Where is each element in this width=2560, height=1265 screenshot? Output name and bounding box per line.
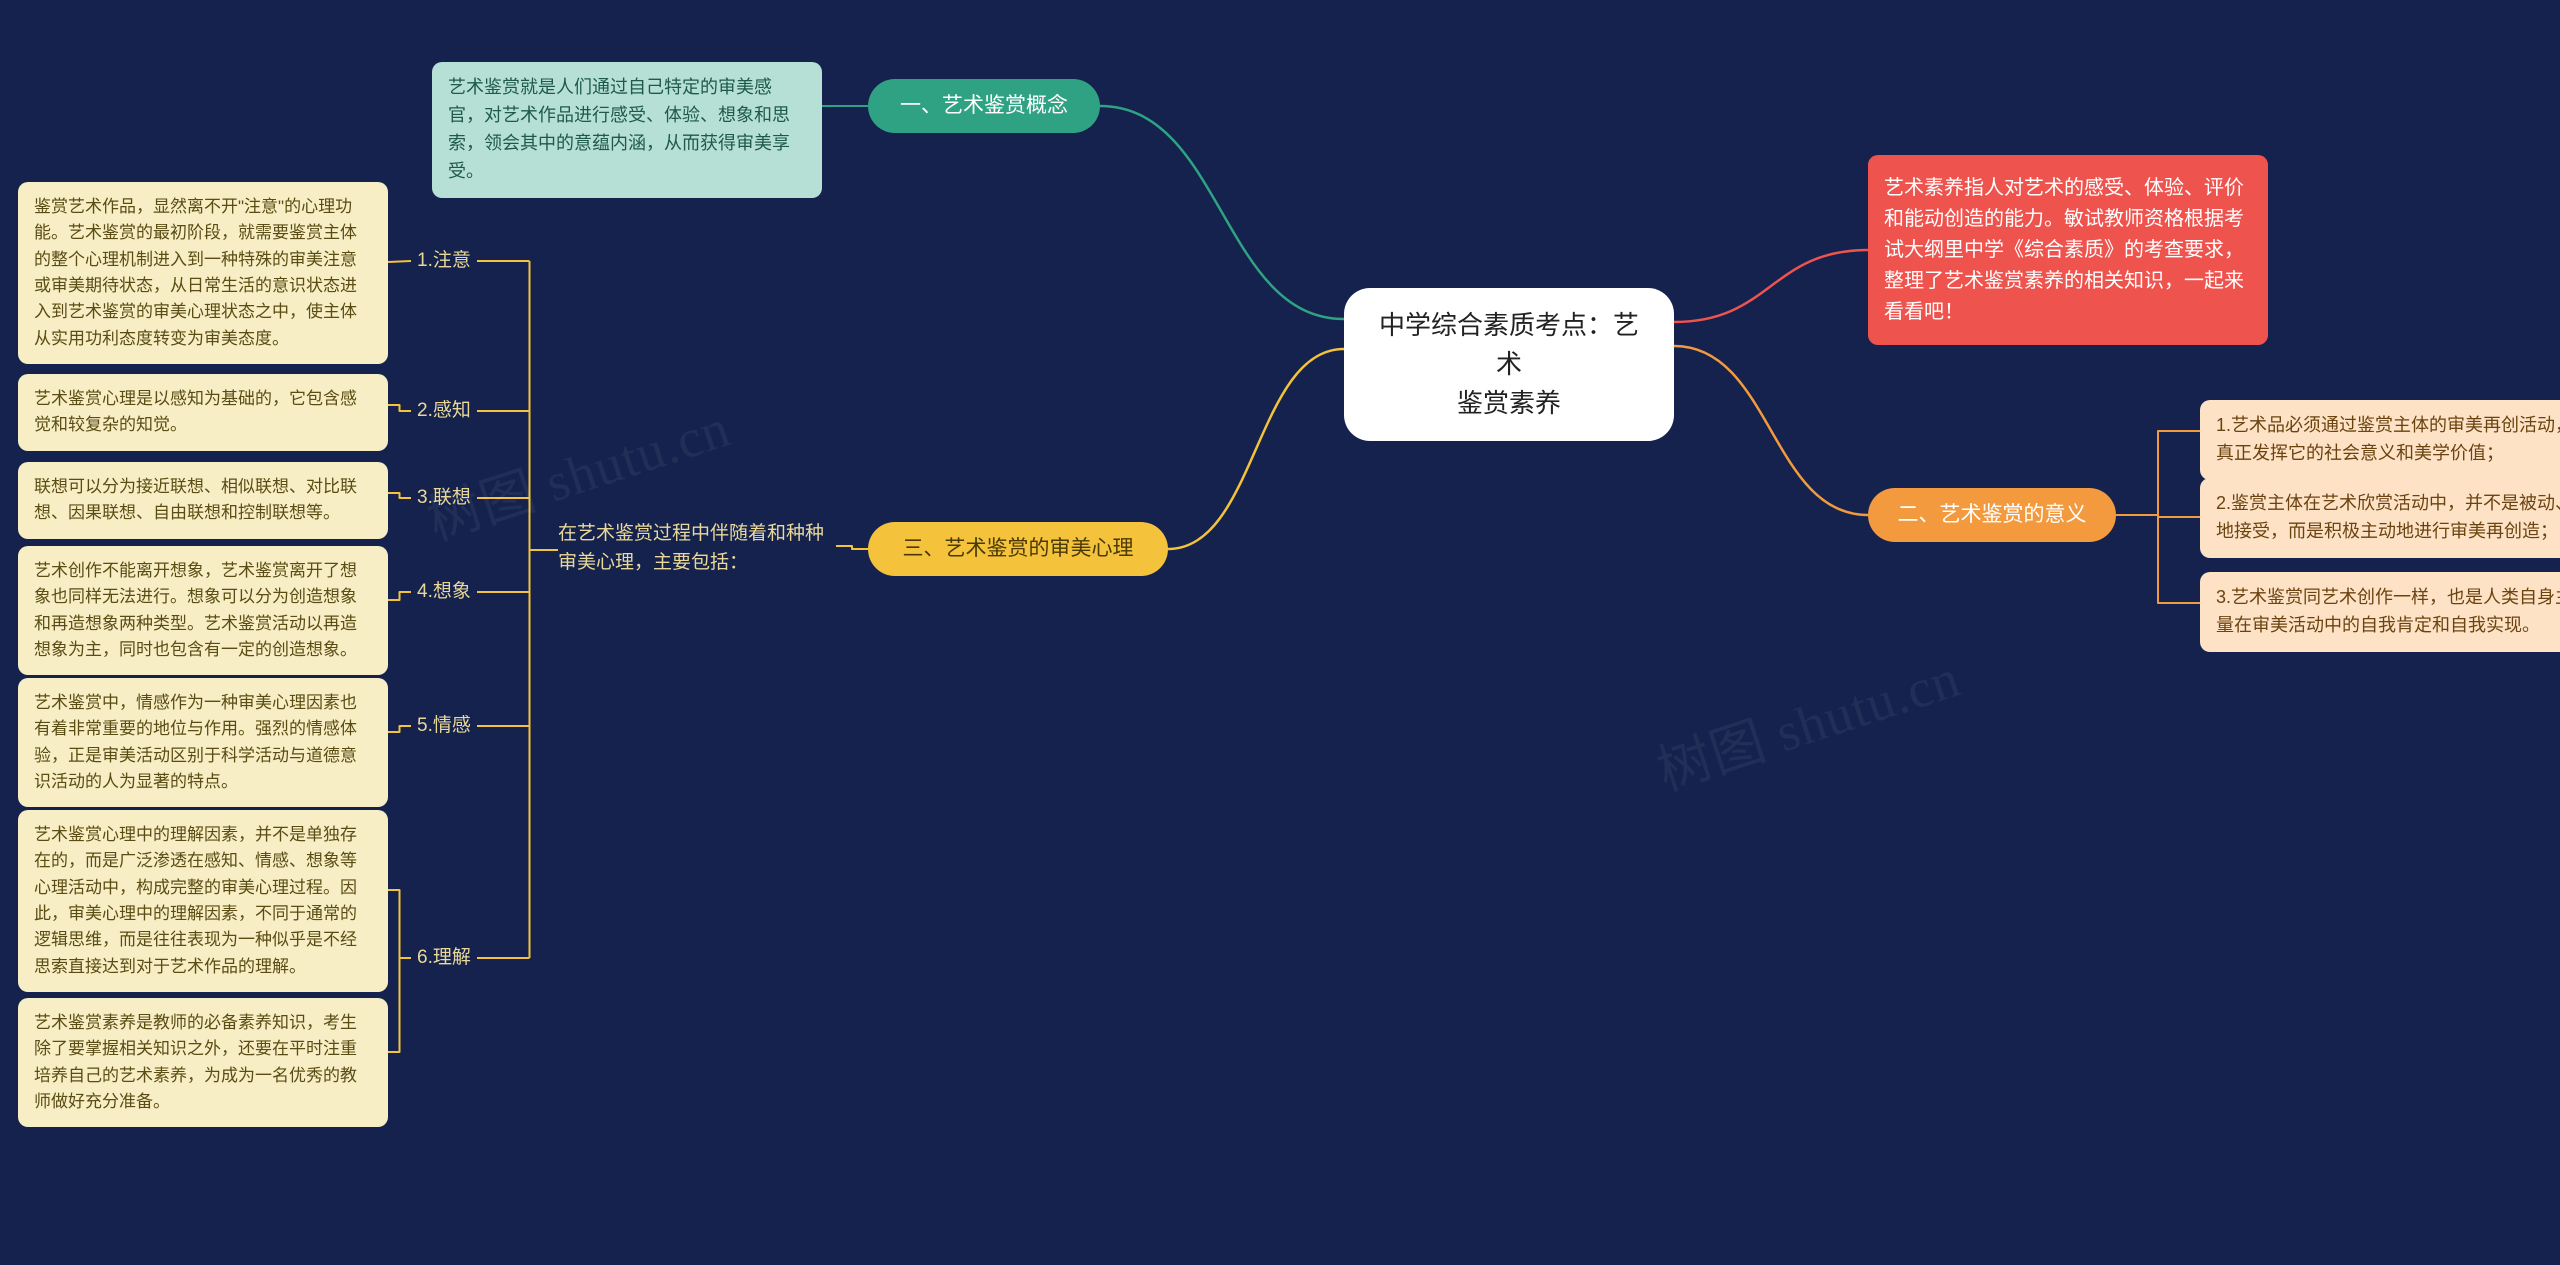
branch3-item-box: 艺术鉴赏中，情感作为一种审美心理因素也有着非常重要的地位与作用。强烈的情感体验，… bbox=[18, 678, 388, 807]
branch1-title[interactable]: 一、艺术鉴赏概念 bbox=[868, 79, 1100, 133]
branch3-item-box: 鉴赏艺术作品，显然离不开"注意"的心理功能。艺术鉴赏的最初阶段，就需要鉴赏主体的… bbox=[18, 182, 388, 364]
branch1-detail: 艺术鉴赏就是人们通过自己特定的审美感官，对艺术作品进行感受、体验、想象和思索，领… bbox=[432, 62, 822, 198]
intro-box[interactable]: 艺术素养指人对艺术的感受、体验、评价和能动创造的能力。敏试教师资格根据考试大纲里… bbox=[1868, 155, 2268, 345]
branch3-item-label[interactable]: 3.联想 bbox=[417, 484, 471, 513]
branch3-item-label[interactable]: 2.感知 bbox=[417, 397, 471, 426]
branch3-item-label[interactable]: 5.情感 bbox=[417, 712, 471, 741]
watermark: 树图 shutu.cn bbox=[1645, 633, 1968, 805]
branch2-item: 2.鉴赏主体在艺术欣赏活动中，并不是被动、消极地接受，而是积极主动地进行审美再创… bbox=[2200, 478, 2560, 558]
branch3-lead: 在艺术鉴赏过程中伴随着和种种审美心理，主要包括： bbox=[558, 520, 836, 577]
branch2-item: 3.艺术鉴赏同艺术创作一样，也是人类自身主体力量在审美活动中的自我肯定和自我实现… bbox=[2200, 572, 2560, 652]
branch3-item-box: 艺术鉴赏素养是教师的必备素养知识，考生除了要掌握相关知识之外，还要在平时注重培养… bbox=[18, 998, 388, 1127]
branch3-item-label[interactable]: 4.想象 bbox=[417, 578, 471, 607]
branch3-item-box: 艺术创作不能离开想象，艺术鉴赏离开了想象也同样无法进行。想象可以分为创造想象和再… bbox=[18, 546, 388, 675]
branch3-item-box: 艺术鉴赏心理中的理解因素，并不是单独存在的，而是广泛渗透在感知、情感、想象等心理… bbox=[18, 810, 388, 992]
branch3-item-box: 联想可以分为接近联想、相似联想、对比联想、因果联想、自由联想和控制联想等。 bbox=[18, 462, 388, 539]
root-node[interactable]: 中学综合素质考点：艺术 鉴赏素养 bbox=[1344, 288, 1674, 441]
branch2-item: 1.艺术品必须通过鉴赏主体的审美再创活动，才能真正发挥它的社会意义和美学价值； bbox=[2200, 400, 2560, 480]
branch3-title[interactable]: 三、艺术鉴赏的审美心理 bbox=[868, 522, 1168, 576]
branch3-item-label[interactable]: 1.注意 bbox=[417, 247, 471, 276]
branch2-title[interactable]: 二、艺术鉴赏的意义 bbox=[1868, 488, 2116, 542]
branch3-item-box: 艺术鉴赏心理是以感知为基础的，它包含感觉和较复杂的知觉。 bbox=[18, 374, 388, 451]
branch3-item-label[interactable]: 6.理解 bbox=[417, 944, 471, 973]
